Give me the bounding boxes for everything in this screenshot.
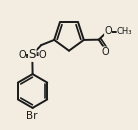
Text: O: O — [104, 26, 112, 36]
Text: O: O — [18, 50, 26, 60]
Text: CH₃: CH₃ — [117, 27, 132, 36]
Text: O: O — [102, 47, 110, 57]
Text: Br: Br — [26, 111, 38, 121]
Text: O: O — [39, 50, 46, 60]
Text: S: S — [29, 48, 36, 61]
